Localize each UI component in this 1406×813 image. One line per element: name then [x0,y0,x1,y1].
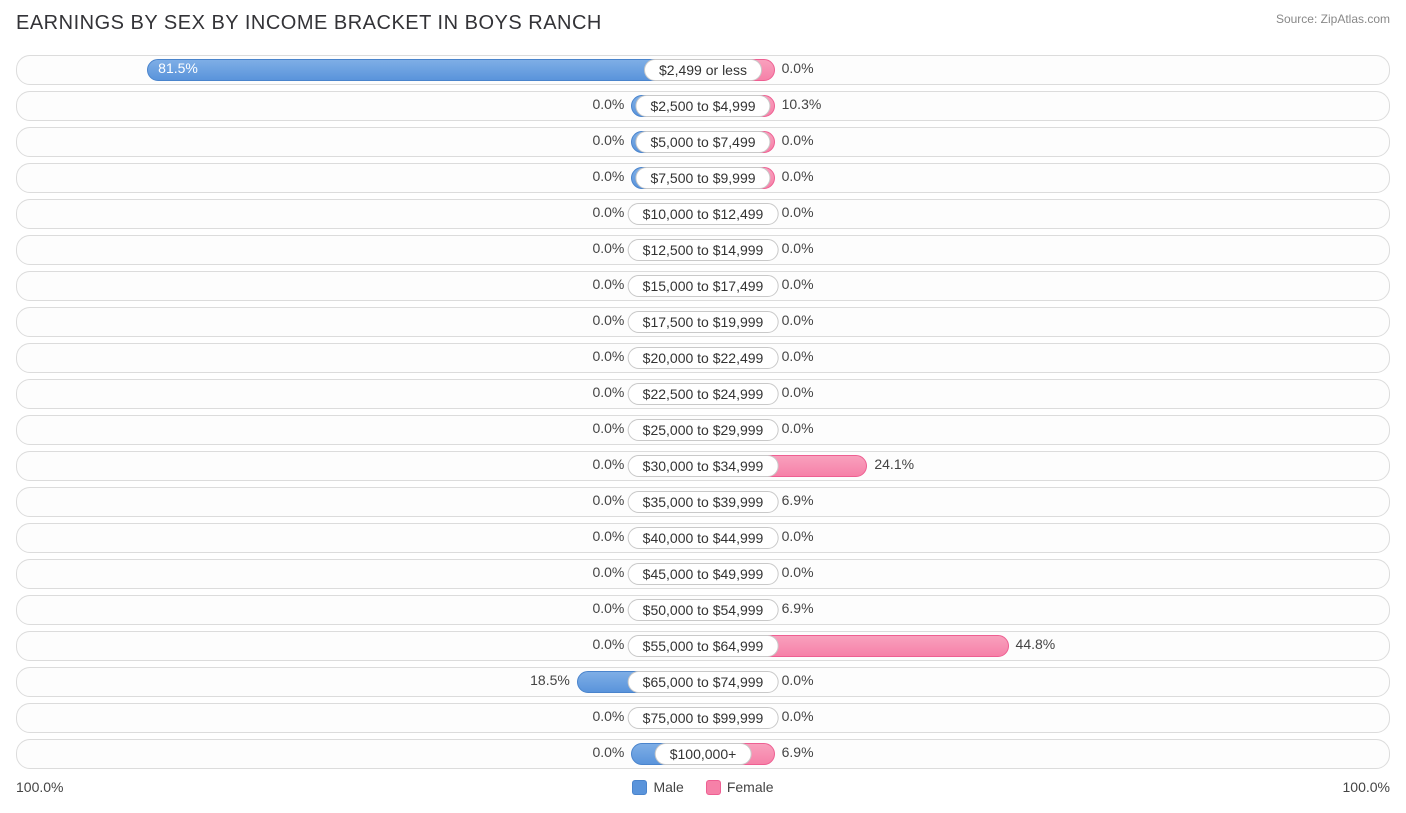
chart-row: 0.0% 24.1% $30,000 to $34,999 [16,451,1390,481]
bracket-label: $75,000 to $99,999 [628,707,779,729]
female-pct-label: 6.9% [774,492,814,508]
male-pct-label: 0.0% [592,348,632,364]
legend-male-label: Male [653,779,683,795]
male-pct-label: 0.0% [592,564,632,580]
chart-row: 0.0% 0.0%$5,000 to $7,499 [16,127,1390,157]
legend-female: Female [706,779,774,795]
male-pct-label: 0.0% [592,492,632,508]
bracket-label: $15,000 to $17,499 [628,275,779,297]
axis-left-label: 100.0% [16,779,63,795]
male-pct-label: 0.0% [592,528,632,544]
female-pct-label: 0.0% [774,312,814,328]
male-pct-label: 0.0% [592,312,632,328]
legend-male: Male [632,779,683,795]
female-swatch [706,780,721,795]
male-pct-label: 0.0% [592,240,632,256]
bracket-label: $30,000 to $34,999 [628,455,779,477]
female-pct-label: 44.8% [1008,636,1056,652]
male-pct-label: 81.5% [158,60,198,76]
bracket-label: $5,000 to $7,499 [635,131,770,153]
male-pct-label: 0.0% [592,708,632,724]
chart-row: 0.0% 0.0%$75,000 to $99,999 [16,703,1390,733]
female-pct-label: 0.0% [774,168,814,184]
chart-row: 0.0% 0.0%$45,000 to $49,999 [16,559,1390,589]
female-pct-label: 0.0% [774,348,814,364]
male-pct-label: 0.0% [592,384,632,400]
bracket-label: $2,499 or less [644,59,762,81]
male-swatch [632,780,647,795]
female-pct-label: 0.0% [774,564,814,580]
bracket-label: $17,500 to $19,999 [628,311,779,333]
chart-row: 0.0% 0.0%$12,500 to $14,999 [16,235,1390,265]
chart-row: 18.5% 0.0%$65,000 to $74,999 [16,667,1390,697]
chart-row: 0.0% 0.0%$10,000 to $12,499 [16,199,1390,229]
chart-title: EARNINGS BY SEX BY INCOME BRACKET IN BOY… [16,12,602,35]
male-pct-label: 0.0% [592,600,632,616]
female-pct-label: 0.0% [774,672,814,688]
female-pct-label: 6.9% [774,600,814,616]
bracket-label: $100,000+ [655,743,752,765]
female-pct-label: 0.0% [774,708,814,724]
female-pct-label: 0.0% [774,384,814,400]
female-pct-label: 0.0% [774,60,814,76]
chart-row: 0.0% 6.9%$35,000 to $39,999 [16,487,1390,517]
bracket-label: $25,000 to $29,999 [628,419,779,441]
bracket-label: $45,000 to $49,999 [628,563,779,585]
chart-row: 81.5% 0.0% $2,499 or less [16,55,1390,85]
legend-female-label: Female [727,779,774,795]
chart-row: 0.0% 6.9% $100,000+ [16,739,1390,769]
bracket-label: $35,000 to $39,999 [628,491,779,513]
male-pct-label: 0.0% [592,204,632,220]
male-pct-label: 0.0% [592,636,632,652]
bracket-label: $20,000 to $22,499 [628,347,779,369]
chart-row: 0.0% 0.0%$40,000 to $44,999 [16,523,1390,553]
female-pct-label: 0.0% [774,528,814,544]
bracket-label: $22,500 to $24,999 [628,383,779,405]
chart-row: 0.0% 0.0%$22,500 to $24,999 [16,379,1390,409]
chart-footer: 100.0% Male Female 100.0% [16,779,1390,795]
bracket-label: $40,000 to $44,999 [628,527,779,549]
female-pct-label: 24.1% [866,456,914,472]
earnings-chart: 81.5% 0.0% $2,499 or less 0.0% 10.3%$2,500 t… [16,55,1390,769]
chart-row: 0.0% 0.0%$20,000 to $22,499 [16,343,1390,373]
source-attribution: Source: ZipAtlas.com [1276,12,1390,26]
chart-row: 0.0% 0.0%$15,000 to $17,499 [16,271,1390,301]
female-pct-label: 6.9% [774,744,814,760]
male-pct-label: 18.5% [530,672,578,688]
female-pct-label: 0.0% [774,204,814,220]
male-pct-label: 0.0% [592,744,632,760]
female-pct-label: 0.0% [774,132,814,148]
chart-row: 0.0% 0.0%$25,000 to $29,999 [16,415,1390,445]
bracket-label: $7,500 to $9,999 [635,167,770,189]
chart-row: 0.0% 0.0%$17,500 to $19,999 [16,307,1390,337]
bracket-label: $55,000 to $64,999 [628,635,779,657]
bracket-label: $65,000 to $74,999 [628,671,779,693]
male-bar: 81.5% [147,59,703,81]
bracket-label: $50,000 to $54,999 [628,599,779,621]
female-pct-label: 10.3% [774,96,822,112]
male-pct-label: 0.0% [592,96,632,112]
male-pct-label: 0.0% [592,456,632,472]
male-pct-label: 0.0% [592,276,632,292]
female-pct-label: 0.0% [774,420,814,436]
legend: Male Female [632,779,773,795]
female-pct-label: 0.0% [774,240,814,256]
female-pct-label: 0.0% [774,276,814,292]
chart-row: 0.0% 10.3%$2,500 to $4,999 [16,91,1390,121]
male-pct-label: 0.0% [592,132,632,148]
bracket-label: $10,000 to $12,499 [628,203,779,225]
chart-header: EARNINGS BY SEX BY INCOME BRACKET IN BOY… [16,12,1390,35]
male-pct-label: 0.0% [592,420,632,436]
chart-row: 0.0% 0.0%$7,500 to $9,999 [16,163,1390,193]
chart-row: 0.0% 6.9%$50,000 to $54,999 [16,595,1390,625]
axis-right-label: 100.0% [1343,779,1390,795]
bracket-label: $12,500 to $14,999 [628,239,779,261]
male-pct-label: 0.0% [592,168,632,184]
bracket-label: $2,500 to $4,999 [635,95,770,117]
chart-row: 0.0% 44.8% $55,000 to $64,999 [16,631,1390,661]
